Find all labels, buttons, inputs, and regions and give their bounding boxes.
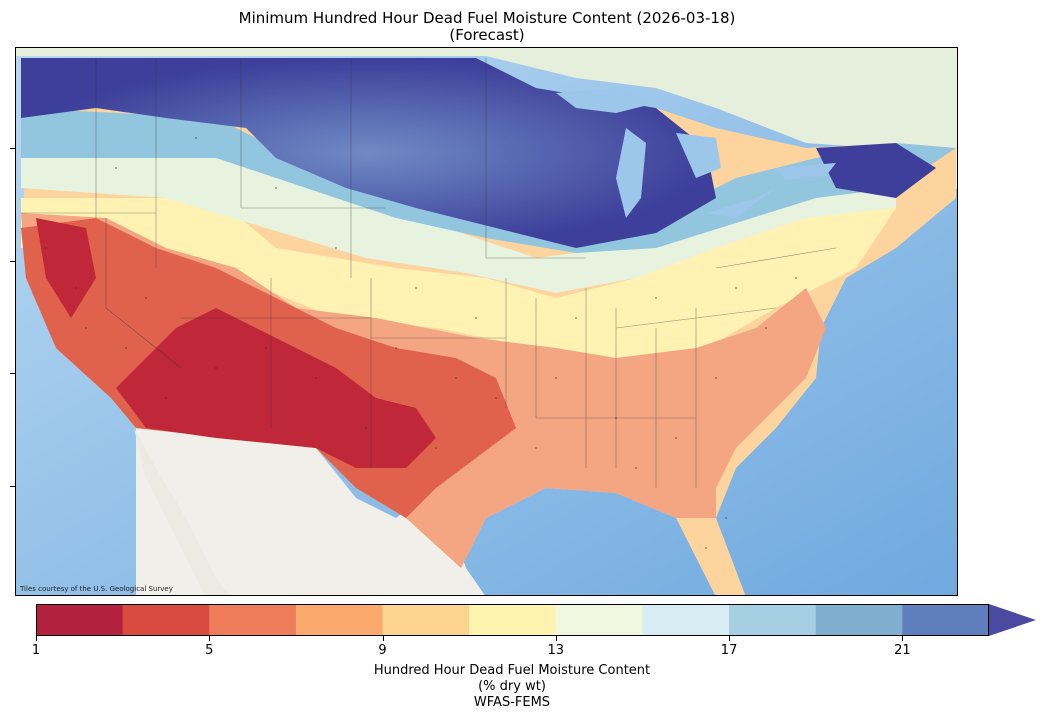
very-dry-core bbox=[116, 308, 436, 468]
colorbar bbox=[36, 604, 1036, 636]
very-wet-north bbox=[21, 58, 716, 248]
colorbar-segment bbox=[209, 604, 297, 636]
colorbar-segment bbox=[469, 604, 557, 636]
y-axis-tick bbox=[10, 148, 15, 149]
colorbar-tick bbox=[555, 636, 557, 641]
colorbar-segment bbox=[36, 604, 124, 636]
mexico-land bbox=[136, 428, 485, 595]
colorbar-segment bbox=[902, 604, 990, 636]
colorbar-tick-label: 9 bbox=[378, 643, 387, 658]
colorbar-segments bbox=[36, 604, 990, 636]
y-axis-tick bbox=[10, 261, 15, 262]
y-axis-tick bbox=[10, 373, 15, 374]
lake-michigan bbox=[616, 128, 646, 218]
colorbar-tick-label: 13 bbox=[547, 643, 565, 658]
colorbar-source: WFAS-FEMS bbox=[473, 695, 551, 710]
colorbar-tick bbox=[36, 636, 37, 641]
map-panel[interactable]: Tiles courtesy of the U.S. Geological Su… bbox=[15, 47, 958, 596]
colorbar-segment bbox=[555, 604, 643, 636]
very-dry-california bbox=[36, 218, 96, 318]
colorbar-tick-label: 17 bbox=[720, 643, 738, 658]
colorbar-tick bbox=[902, 636, 904, 641]
colorbar-outline bbox=[36, 604, 989, 636]
wet-band bbox=[21, 108, 956, 253]
neutral-band bbox=[21, 198, 896, 368]
colorbar-extend-max-arrow bbox=[989, 604, 1036, 636]
colorbar-tick bbox=[382, 636, 384, 641]
colorbar-segment bbox=[382, 604, 470, 636]
colorbar-segment bbox=[295, 604, 384, 636]
colorbar-segment bbox=[122, 604, 210, 636]
colorbar-tick bbox=[729, 636, 731, 641]
colorbar-units: (% dry wt) bbox=[478, 679, 546, 694]
moist-band bbox=[21, 128, 896, 293]
lake-huron bbox=[676, 133, 721, 178]
lake-erie bbox=[706, 188, 776, 218]
fuel-moisture-map bbox=[16, 48, 957, 595]
colorbar-segment bbox=[729, 604, 817, 636]
colorbar-label: Hundred Hour Dead Fuel Moisture Content bbox=[373, 663, 651, 678]
colorbar-tick-label: 21 bbox=[894, 643, 911, 658]
baja-land bbox=[134, 428, 230, 595]
colorbar-tick-label: 5 bbox=[205, 643, 214, 658]
colorbar-segment bbox=[815, 604, 903, 636]
canada-land bbox=[16, 48, 957, 198]
colorbar-segment bbox=[642, 604, 730, 636]
lake-ontario bbox=[776, 163, 836, 180]
tile-attribution: Tiles courtesy of the U.S. Geological Su… bbox=[20, 585, 173, 593]
y-axis-tick bbox=[10, 486, 15, 487]
colorbar-tick-label: 1 bbox=[31, 643, 41, 658]
colorbar-tick bbox=[209, 636, 211, 641]
map-subtitle: (Forecast) bbox=[449, 26, 525, 44]
state-borders bbox=[21, 58, 837, 488]
lake-superior bbox=[556, 88, 656, 113]
map-title: Minimum Hundred Hour Dead Fuel Moisture … bbox=[238, 9, 736, 27]
very-wet-northeast bbox=[816, 143, 936, 198]
station-markers bbox=[45, 137, 797, 549]
